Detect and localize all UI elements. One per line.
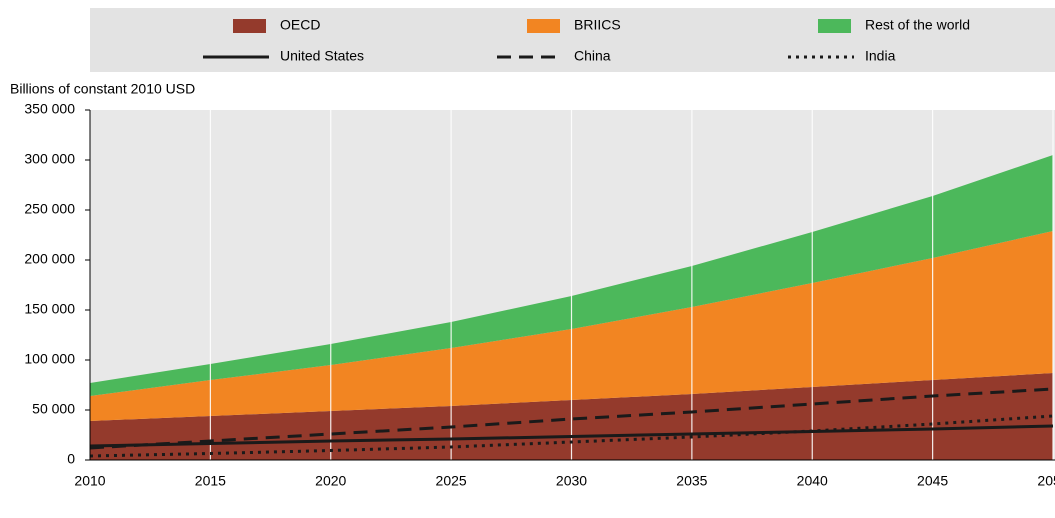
line (89, 424, 1054, 448)
x-tick-label: 2025 (436, 473, 467, 489)
x-tick-label: 2030 (556, 473, 587, 489)
x-tick-label: 2020 (315, 473, 346, 489)
legend-background (90, 8, 1055, 72)
legend-label: BRIICS (574, 17, 621, 33)
line (89, 414, 1054, 458)
legend-label: OECD (280, 17, 320, 33)
x-tick-label: 2040 (797, 473, 828, 489)
y-tick-label: 200 000 (24, 251, 75, 267)
legend-label: United States (280, 48, 364, 64)
y-tick-label: 250 000 (24, 201, 75, 217)
y-tick-label: 50 000 (32, 401, 75, 417)
legend-label: China (574, 48, 611, 64)
x-tick-label: 2035 (676, 473, 707, 489)
legend-swatch (233, 19, 266, 33)
x-tick-label: 2045 (917, 473, 948, 489)
legend-swatch (818, 19, 851, 33)
x-tick-label: 2015 (195, 473, 226, 489)
y-axis-label: Billions of constant 2010 USD (10, 81, 195, 97)
legend-label: India (865, 48, 896, 64)
area (90, 155, 1053, 396)
y-tick-label: 100 000 (24, 351, 75, 367)
y-tick-label: 150 000 (24, 301, 75, 317)
x-tick-label: 2050 (1037, 473, 1055, 489)
legend-label: Rest of the world (865, 17, 970, 33)
y-tick-label: 350 000 (24, 101, 75, 117)
x-tick-label: 2010 (74, 473, 105, 489)
line (89, 387, 1054, 450)
legend-swatch (527, 19, 560, 33)
y-tick-label: 0 (67, 451, 75, 467)
y-tick-label: 300 000 (24, 151, 75, 167)
